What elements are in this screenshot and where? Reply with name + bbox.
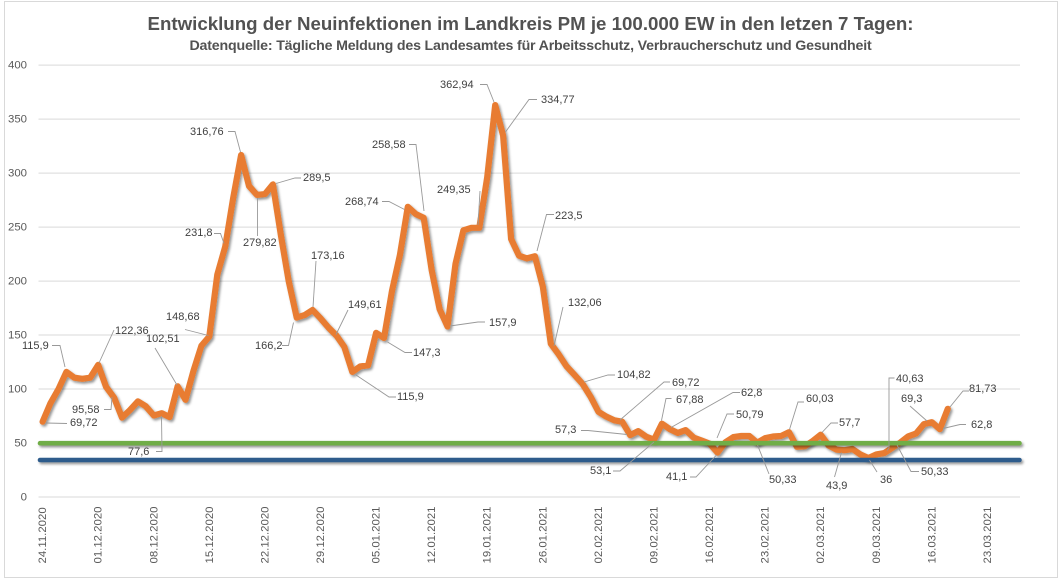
svg-text:150: 150 (8, 330, 27, 342)
svg-text:57,3: 57,3 (555, 424, 576, 436)
svg-text:249,35: 249,35 (437, 184, 471, 196)
svg-text:08.12.2020: 08.12.2020 (148, 506, 160, 563)
svg-text:268,74: 268,74 (345, 196, 379, 208)
svg-text:69,3: 69,3 (901, 393, 922, 405)
svg-text:122,36: 122,36 (115, 325, 149, 337)
svg-text:24.11.2020: 24.11.2020 (37, 507, 49, 563)
svg-text:400: 400 (8, 60, 27, 72)
svg-text:67,88: 67,88 (676, 394, 704, 406)
svg-text:41,1: 41,1 (666, 471, 687, 483)
svg-text:115,9: 115,9 (22, 340, 49, 352)
svg-text:50: 50 (14, 438, 27, 450)
svg-text:02.02.2021: 02.02.2021 (593, 506, 605, 563)
svg-text:05.01.2021: 05.01.2021 (371, 506, 383, 563)
svg-text:22.12.2020: 22.12.2020 (259, 506, 271, 563)
svg-text:104,82: 104,82 (617, 369, 651, 381)
svg-text:148,68: 148,68 (166, 311, 200, 323)
svg-text:23.03.2021: 23.03.2021 (982, 506, 994, 563)
svg-text:36: 36 (880, 474, 892, 486)
svg-text:223,5: 223,5 (555, 210, 583, 222)
svg-text:40,63: 40,63 (896, 373, 924, 385)
svg-text:62,8: 62,8 (741, 387, 762, 399)
svg-text:173,16: 173,16 (311, 250, 345, 262)
svg-text:279,82: 279,82 (243, 237, 277, 249)
svg-text:166,2: 166,2 (255, 340, 283, 352)
svg-text:53,1: 53,1 (590, 465, 611, 477)
svg-text:157,9: 157,9 (489, 317, 517, 329)
svg-text:102,51: 102,51 (146, 333, 180, 345)
svg-text:69,72: 69,72 (672, 377, 700, 389)
svg-text:77,6: 77,6 (128, 446, 149, 458)
svg-text:231,8: 231,8 (185, 227, 213, 239)
svg-text:50,79: 50,79 (736, 409, 764, 421)
svg-text:16.02.2021: 16.02.2021 (704, 506, 716, 563)
svg-text:57,7: 57,7 (839, 417, 860, 429)
svg-text:12.01.2021: 12.01.2021 (426, 506, 438, 563)
svg-text:19.01.2021: 19.01.2021 (482, 506, 494, 563)
svg-text:100: 100 (8, 384, 27, 396)
svg-text:115,9: 115,9 (397, 391, 424, 403)
svg-text:147,3: 147,3 (413, 347, 441, 359)
svg-text:02.03.2021: 02.03.2021 (815, 506, 827, 563)
svg-text:69,72: 69,72 (70, 417, 98, 429)
svg-text:0: 0 (21, 492, 27, 504)
svg-text:15.12.2020: 15.12.2020 (204, 506, 216, 563)
svg-text:16.03.2021: 16.03.2021 (926, 506, 938, 563)
svg-text:23.02.2021: 23.02.2021 (760, 506, 772, 563)
svg-text:300: 300 (8, 168, 27, 180)
svg-text:258,58: 258,58 (372, 139, 406, 151)
svg-text:50,33: 50,33 (921, 466, 949, 478)
svg-text:132,06: 132,06 (568, 297, 602, 309)
svg-text:01.12.2020: 01.12.2020 (93, 506, 105, 563)
svg-text:09.02.2021: 09.02.2021 (649, 506, 661, 563)
svg-text:09.03.2021: 09.03.2021 (871, 506, 883, 563)
svg-text:149,61: 149,61 (348, 299, 382, 311)
svg-text:350: 350 (8, 114, 27, 126)
svg-text:81,73: 81,73 (969, 383, 997, 395)
svg-text:43,9: 43,9 (826, 480, 847, 492)
svg-text:289,5: 289,5 (303, 172, 331, 184)
svg-text:250: 250 (8, 222, 27, 234)
svg-text:50,33: 50,33 (769, 474, 797, 486)
svg-text:60,03: 60,03 (806, 393, 834, 405)
svg-text:334,77: 334,77 (541, 94, 575, 106)
svg-text:362,94: 362,94 (440, 79, 474, 91)
svg-text:26.01.2021: 26.01.2021 (537, 506, 549, 563)
svg-text:95,58: 95,58 (72, 404, 100, 416)
svg-text:316,76: 316,76 (190, 126, 224, 138)
svg-text:62,8: 62,8 (971, 419, 992, 431)
svg-text:200: 200 (8, 276, 27, 288)
svg-text:29.12.2020: 29.12.2020 (315, 506, 327, 563)
